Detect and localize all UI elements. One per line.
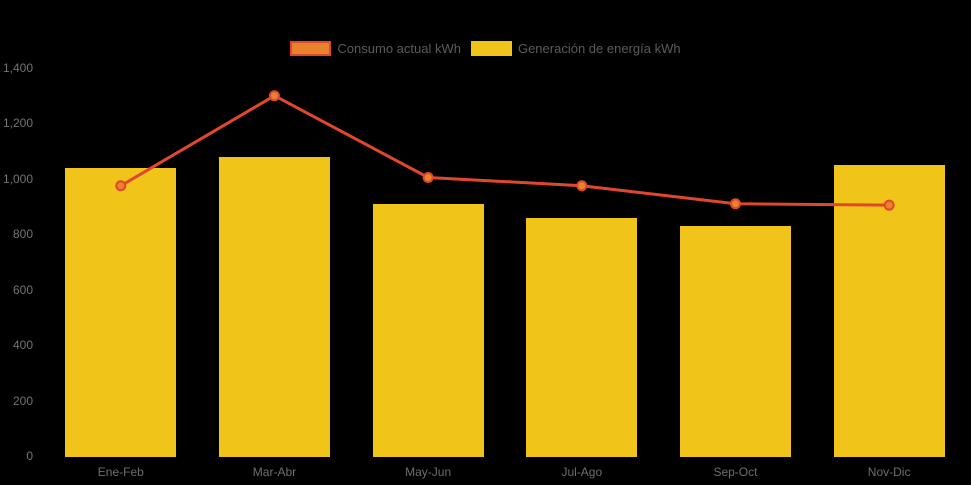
- x-axis-label-Jul-Ago: Jul-Ago: [561, 465, 603, 479]
- bar-Mar-Abr: [218, 156, 330, 457]
- x-axis-label-Mar-Abr: Mar-Abr: [252, 465, 297, 479]
- legend-item-consumo-actual[interactable]: Consumo actual kWh: [290, 41, 461, 56]
- y-tick-label-1000: 1,000: [2, 171, 33, 186]
- data-point-Jul-Ago: [576, 180, 588, 192]
- legend-swatch-consumo-icon: [290, 41, 332, 56]
- bar-Sep-Oct: [679, 225, 791, 457]
- legend-label-generacion: Generación de energía kWh: [517, 41, 681, 56]
- data-point-May-Jun: [422, 171, 434, 183]
- bar-Nov-Dic: [833, 165, 945, 457]
- data-point-Sep-Oct: [729, 198, 741, 210]
- x-axis-label-Nov-Dic: Nov-Dic: [867, 465, 911, 479]
- x-axis-label-Ene-Feb: Ene-Feb: [97, 465, 144, 479]
- legend-swatch-generacion-icon: [470, 41, 512, 56]
- bar-Ene-Feb: [65, 167, 177, 457]
- bar-Jul-Ago: [526, 217, 638, 457]
- legend-label-consumo: Consumo actual kWh: [337, 41, 461, 56]
- data-point-Mar-Abr: [268, 90, 280, 102]
- legend-item-generacion-energia[interactable]: Generación de energía kWh: [470, 41, 681, 56]
- bar-May-Jun: [372, 203, 484, 457]
- y-tick-label-1200: 1,200: [2, 116, 33, 131]
- y-tick-label-400: 400: [12, 338, 33, 353]
- y-tick-label-800: 800: [12, 227, 33, 242]
- x-axis-label-May-Jun: May-Jun: [405, 465, 452, 479]
- y-tick-label-0: 0: [26, 449, 33, 463]
- chart-legend: Consumo actual kWh Generación de energía…: [0, 41, 971, 56]
- x-axis-label-Sep-Oct: Sep-Oct: [713, 465, 758, 479]
- y-tick-label-600: 600: [12, 282, 33, 297]
- y-tick-label-1400: 1,400: [2, 61, 33, 75]
- y-tick-label-200: 200: [12, 393, 33, 408]
